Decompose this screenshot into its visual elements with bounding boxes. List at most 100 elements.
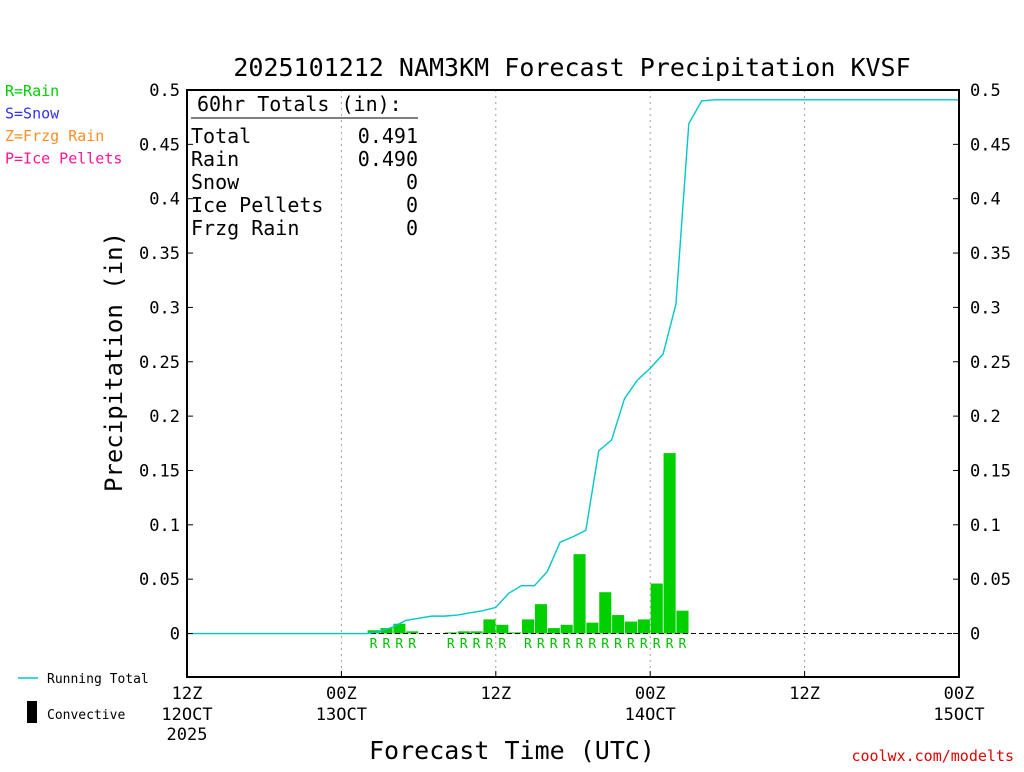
x-tick-label-time: 00Z (326, 684, 357, 704)
y-tick-label-right: 0.05 (970, 570, 1011, 590)
totals-value: 0.490 (358, 147, 418, 171)
y-axis-left: 0.5 0.45 0.4 0.35 0.3 0.25 0.2 0.15 0.1 0.05 0 (139, 81, 193, 645)
ptype-marker-rain: R (370, 637, 378, 652)
y-tick-label-right: 0.15 (970, 461, 1011, 481)
chart-title: 2025101212 NAM3KM Forecast Precipitation… (233, 53, 910, 82)
y-tick-label-right: 0.25 (970, 353, 1011, 373)
ptype-marker-rain: R (498, 637, 506, 652)
precip-bar (586, 622, 599, 634)
precip-bar (509, 632, 522, 634)
precip-bar (534, 604, 547, 634)
precip-bar (573, 554, 586, 634)
x-tick-label-year: 2025 (167, 725, 208, 745)
ptype-legend: R=Rain S=Snow Z=Frzg Rain P=Ice Pellets (5, 82, 122, 168)
y-tick-label-left: 0.45 (139, 135, 180, 155)
ptype-marker-rain: R (640, 637, 648, 652)
precip-bar (560, 624, 573, 634)
ptype-marker-rain: R (550, 637, 558, 652)
bars (367, 453, 689, 634)
totals-header: 60hr Totals (in): (197, 92, 402, 116)
precip-bar (663, 453, 676, 634)
y-axis-label: Precipitation (in) (100, 232, 128, 492)
x-tick-label-date: 13OCT (316, 705, 367, 725)
x-tick-label-time: 12Z (789, 684, 820, 704)
precip-bar (624, 621, 638, 634)
convective-legend-label: Convective (47, 708, 125, 723)
x-tick-label-time: 12Z (172, 684, 203, 704)
ptype-marker-rain: R (653, 637, 661, 652)
running-total-line (187, 99, 959, 635)
precip-bar (406, 631, 419, 634)
totals-value: 0.491 (358, 124, 418, 148)
totals-label: Ice Pellets (191, 193, 323, 217)
ptype-marker-rain: R (588, 637, 596, 652)
totals-label: Snow (191, 170, 240, 194)
x-axis-label: Forecast Time (UTC) (369, 736, 655, 765)
y-tick-label-left: 0.35 (139, 244, 180, 264)
running-total-legend: Running Total (18, 672, 149, 687)
ptype-marker-rain: R (383, 637, 391, 652)
y-tick-label-right: 0.5 (970, 81, 1001, 101)
x-tick-label-date: 15OCT (933, 705, 984, 725)
precip-bar (650, 583, 663, 634)
ptype-legend-item: P=Ice Pellets (5, 150, 122, 168)
y-tick-label-right: 0.2 (970, 407, 1001, 427)
precip-bar (380, 628, 393, 634)
x-tick-label-time: 00Z (635, 684, 666, 704)
precip-bar (483, 619, 496, 634)
precip-bar (612, 615, 625, 634)
convective-swatch (27, 701, 37, 723)
totals-label: Rain (191, 147, 239, 171)
totals-label: Total (191, 124, 251, 148)
x-tick-label-time: 12Z (480, 684, 511, 704)
precip-bar (637, 619, 650, 634)
y-tick-label-left: 0.4 (149, 190, 180, 210)
credit-text: coolwx.com/modelts (851, 747, 1014, 765)
precip-bar (522, 619, 535, 634)
y-tick-label-right: 0.4 (970, 190, 1001, 210)
ptype-legend-item: S=Snow (5, 105, 60, 123)
ptype-marker-rain: R (460, 637, 468, 652)
ptype-marker-rain: R (524, 637, 532, 652)
y-axis-right: 0.5 0.45 0.4 0.35 0.3 0.25 0.2 0.15 0.1 0.05 0 (953, 81, 1011, 645)
y-tick-label-left: 0 (170, 625, 180, 645)
y-tick-label-left: 0.2 (149, 407, 180, 427)
ptype-marker-rain: R (473, 637, 481, 652)
y-tick-label-right: 0.3 (970, 298, 1001, 318)
y-tick-label-right: 0.1 (970, 516, 1001, 536)
x-tick-label-date: 14OCT (625, 705, 676, 725)
ptype-marker-rain: R (576, 637, 584, 652)
ptype-marker-rain: R (601, 637, 609, 652)
ptype-marker-rain: R (485, 637, 493, 652)
convective-legend: Convective (27, 701, 125, 723)
y-tick-label-left: 0.25 (139, 353, 180, 373)
y-tick-label-left: 0.15 (139, 461, 180, 481)
ptype-marker-rain: R (447, 637, 455, 652)
x-tick-label-time: 00Z (944, 684, 975, 704)
ptype-marker-rain: R (614, 637, 622, 652)
y-tick-label-right: 0.45 (970, 135, 1011, 155)
totals-box: 60hr Totals (in): Total 0.491 Rain 0.490 Snow… (191, 92, 418, 240)
y-tick-label-left: 0.1 (149, 516, 180, 536)
running-total-legend-label: Running Total (47, 672, 149, 687)
y-tick-label-right: 0.35 (970, 244, 1011, 264)
y-tick-label-right: 0 (970, 625, 980, 645)
precip-bar (457, 631, 470, 634)
gridlines (340, 90, 806, 677)
totals-value: 0 (406, 216, 418, 240)
ptype-legend-item: Z=Frzg Rain (5, 127, 104, 145)
precip-bar (496, 624, 509, 634)
precip-bar (393, 623, 406, 634)
y-tick-label-left: 0.05 (139, 570, 180, 590)
totals-value: 0 (406, 193, 418, 217)
precip-bar (444, 632, 457, 634)
y-tick-label-left: 0.5 (149, 81, 180, 101)
x-tick-label-date: 12OCT (161, 705, 212, 725)
ptype-legend-item: R=Rain (5, 82, 59, 100)
ptype-marker-rain: R (537, 637, 545, 652)
ptype-marker-rain: R (408, 637, 416, 652)
